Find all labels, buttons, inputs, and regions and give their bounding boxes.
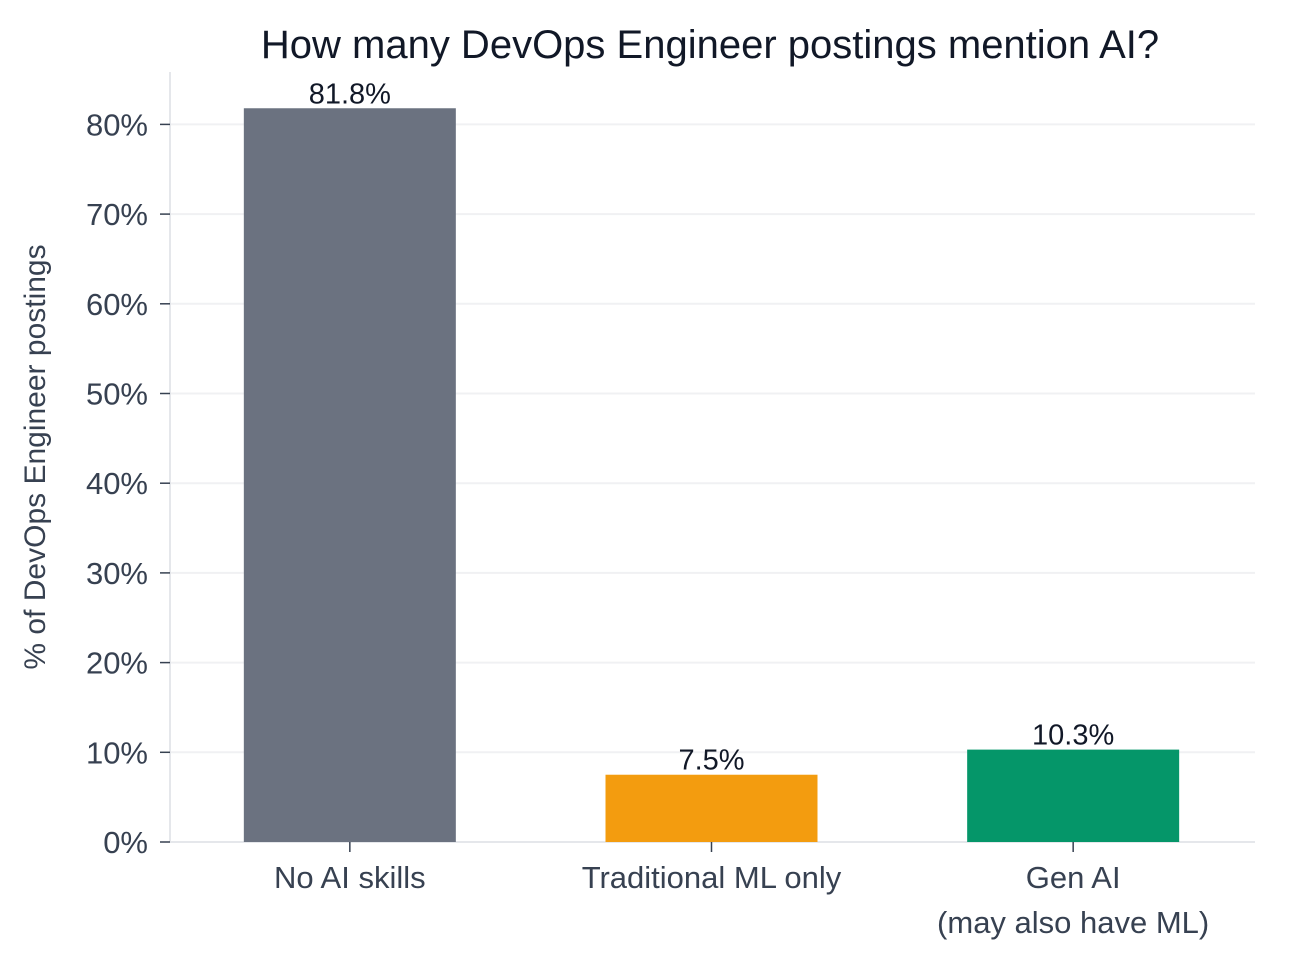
chart-title: How many DevOps Engineer postings mentio…: [261, 23, 1159, 67]
y-tick-label: 60%: [86, 287, 148, 322]
data-label: 10.3%: [1032, 720, 1114, 752]
bars: [243, 108, 1180, 842]
bar: [243, 108, 456, 842]
x-ticks: No AI skills Traditional ML only Gen AI (ma…: [274, 842, 1209, 940]
bar: [605, 774, 818, 842]
data-labels: 81.8% 7.5% 10.3%: [309, 78, 1115, 776]
y-axis-label: % of DevOps Engineer postings: [19, 244, 52, 669]
y-ticks: 0% 10% 20% 30% 40% 50% 60% 70% 80%: [86, 107, 170, 860]
bar: [967, 749, 1180, 842]
y-tick-label: 80%: [86, 107, 148, 142]
y-tick-label: 0%: [103, 825, 148, 860]
y-tick-label: 40%: [86, 466, 148, 501]
y-tick-label: 70%: [86, 197, 148, 232]
x-tick-label: No AI skills: [274, 860, 426, 895]
y-tick-label: 50%: [86, 377, 148, 412]
x-tick-label: Gen AI: [1026, 860, 1121, 895]
x-tick-label: Traditional ML only: [582, 860, 842, 895]
data-label: 7.5%: [678, 745, 744, 777]
y-tick-label: 30%: [86, 556, 148, 591]
data-label: 81.8%: [309, 78, 391, 110]
y-tick-label: 20%: [86, 646, 148, 681]
x-tick-label: (may also have ML): [937, 905, 1209, 940]
y-tick-label: 10%: [86, 735, 148, 770]
